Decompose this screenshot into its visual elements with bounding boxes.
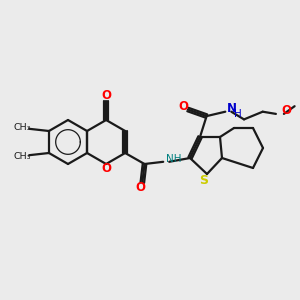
- Text: CH₃: CH₃: [14, 123, 31, 132]
- Text: NH: NH: [166, 154, 182, 164]
- Text: O: O: [281, 104, 291, 117]
- Text: O: O: [135, 181, 145, 194]
- Text: O: O: [178, 100, 188, 113]
- Text: CH₃: CH₃: [14, 152, 31, 161]
- Text: O: O: [101, 89, 111, 102]
- Text: H: H: [234, 109, 242, 119]
- Text: O: O: [101, 163, 111, 176]
- Text: S: S: [200, 175, 208, 188]
- Text: N: N: [227, 102, 237, 115]
